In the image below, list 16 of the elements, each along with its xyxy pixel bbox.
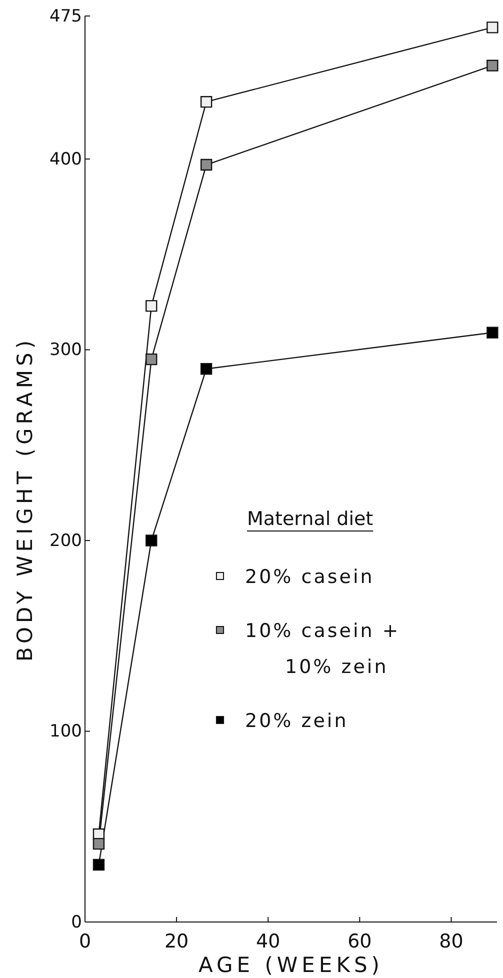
x-tick-label: 20 (164, 930, 189, 952)
x-tick-label: 60 (348, 930, 372, 952)
y-axis-title: BODY WEIGHT (GRAMS) (13, 336, 37, 662)
y-tick-label: 300 (50, 340, 82, 360)
y-tick-label: 475 (50, 6, 82, 26)
x-tick-label: 80 (439, 930, 464, 952)
legend-label: 10% casein + 10% zein (245, 620, 400, 678)
y-tick-label: 200 (50, 530, 82, 551)
x-axis-title: AGE (WEEKS) (198, 953, 384, 977)
legend-label: 20% casein (245, 566, 374, 588)
y-tick-label: 400 (50, 149, 82, 170)
legend-title: Maternal diet (247, 508, 374, 530)
legend-label: 20% zein (245, 710, 348, 732)
x-tick-label: 40 (256, 930, 280, 952)
y-tick-label: 100 (50, 722, 82, 742)
y-tick-label: 0 (71, 912, 82, 932)
